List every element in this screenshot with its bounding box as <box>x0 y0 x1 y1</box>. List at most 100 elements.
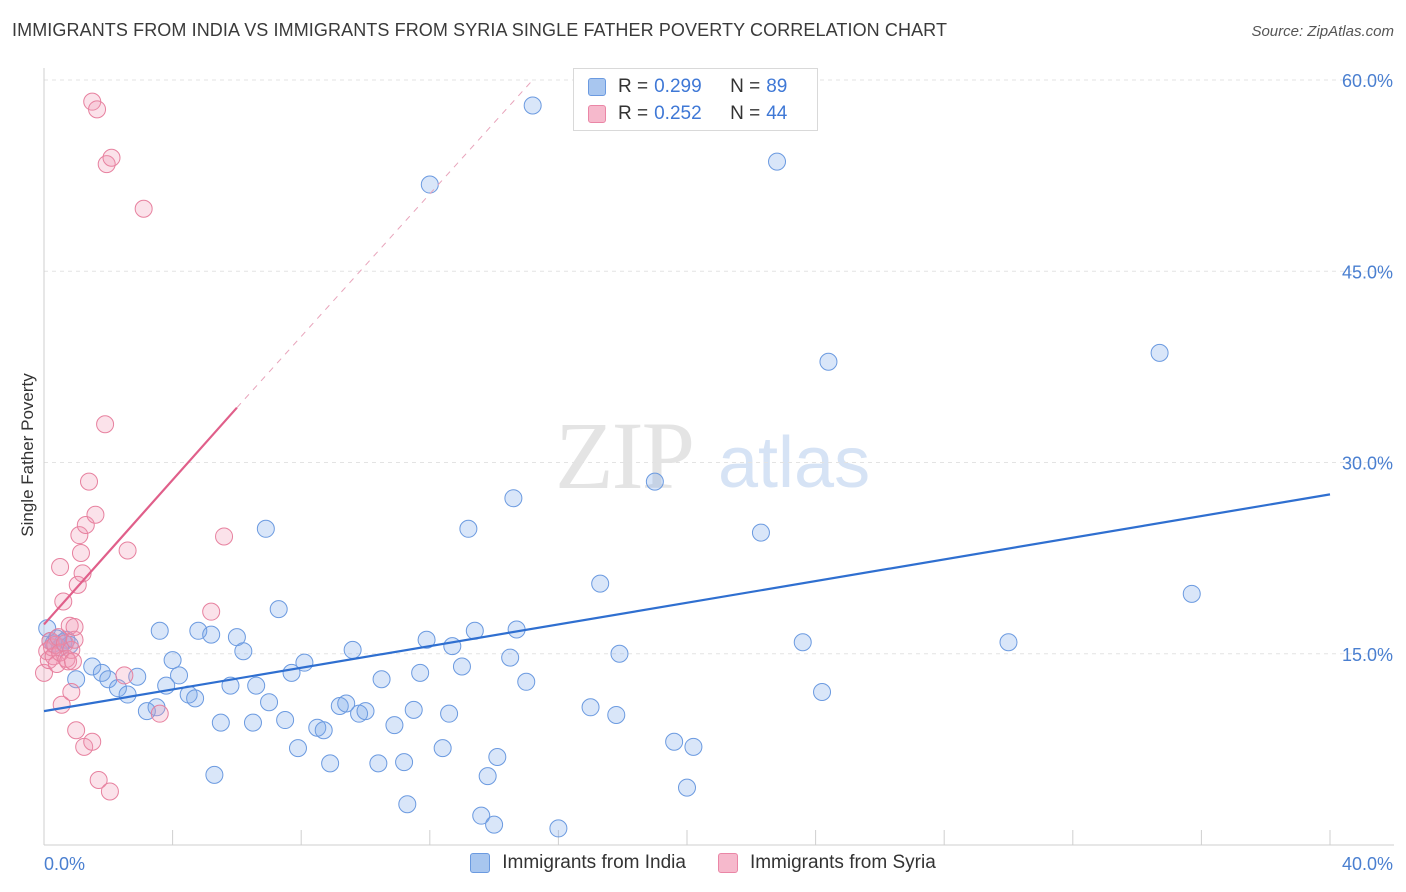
india-point <box>337 694 356 713</box>
syria-point <box>150 704 169 723</box>
syria-point <box>202 602 221 621</box>
india-point <box>356 702 375 721</box>
india-point <box>610 644 629 663</box>
india-point <box>819 352 838 371</box>
legend-item-syria[interactable]: Immigrants from Syria <box>717 852 936 874</box>
india-point <box>523 96 542 115</box>
india-point <box>256 519 275 538</box>
syria-point <box>83 732 102 751</box>
syria-trend-line <box>43 406 238 626</box>
y-tick-label: 30.0% <box>1342 454 1393 474</box>
india-point <box>1182 584 1201 603</box>
syria-point <box>65 630 84 649</box>
india-point <box>395 753 414 772</box>
india-point <box>813 683 832 701</box>
india-point <box>385 716 404 735</box>
legend-n-label: N = <box>730 103 761 124</box>
india-point <box>485 815 504 834</box>
india-point <box>452 657 471 676</box>
syria-point <box>63 652 82 671</box>
india-point <box>260 693 279 712</box>
syria-point <box>80 472 99 491</box>
correlation-legend: R = 0.299 N = 89 R = 0.252 N = 44 <box>573 68 818 131</box>
syria-point <box>65 617 84 636</box>
india-point <box>372 670 391 689</box>
x-tick-label: 0.0% <box>44 854 85 874</box>
syria-point <box>102 148 121 167</box>
india-point <box>92 663 111 682</box>
legend-item-india[interactable]: Immigrants from India <box>470 852 686 874</box>
india-point <box>411 663 430 682</box>
legend-label-india: Immigrants from India <box>502 852 686 873</box>
india-point <box>645 472 664 491</box>
india-point <box>170 666 189 685</box>
syria-point <box>96 415 115 434</box>
syria-point <box>97 155 116 174</box>
india-point <box>234 642 253 661</box>
india-point <box>269 600 288 619</box>
india-point <box>118 685 137 704</box>
syria-point <box>70 526 89 545</box>
syria-point <box>100 782 119 801</box>
syria-point <box>86 505 105 524</box>
syria-point <box>51 558 70 577</box>
syria-point <box>49 628 68 647</box>
india-point <box>163 651 182 670</box>
legend-swatch-india <box>588 78 606 96</box>
legend-row-syria: R = 0.252 N = 44 <box>588 102 787 126</box>
syria-point <box>55 634 74 653</box>
india-point <box>678 778 696 797</box>
india-point <box>417 630 436 649</box>
legend-swatch-india <box>470 853 491 873</box>
india-point <box>205 765 224 784</box>
india-point <box>288 739 307 758</box>
india-point <box>128 667 147 686</box>
india-point <box>433 739 452 758</box>
india-point <box>202 625 221 644</box>
india-point <box>459 519 478 538</box>
syria-point <box>118 541 137 560</box>
india-point <box>243 713 262 732</box>
india-point <box>150 621 169 640</box>
x-tick-label: 40.0% <box>1342 854 1393 874</box>
india-point <box>420 175 439 194</box>
legend-row-india: R = 0.299 N = 89 <box>588 75 787 99</box>
india-point <box>247 676 266 695</box>
india-point <box>488 748 507 767</box>
india-point <box>343 640 362 659</box>
india-point <box>581 698 600 717</box>
syria-point <box>134 199 153 218</box>
india-point <box>478 767 497 786</box>
india-point <box>404 700 423 719</box>
y-tick-label: 60.0% <box>1342 71 1393 91</box>
india-point <box>517 672 536 691</box>
india-point <box>314 721 333 740</box>
watermark-zip: ZIP <box>555 402 695 509</box>
syria-point <box>47 654 66 673</box>
legend-r-value: 0.299 <box>654 76 702 97</box>
syria-point <box>62 640 81 659</box>
syria-point <box>59 652 78 671</box>
syria-point <box>115 666 134 685</box>
syria-point <box>215 527 234 546</box>
chart-title: IMMIGRANTS FROM INDIA VS IMMIGRANTS FROM… <box>12 20 948 40</box>
india-point <box>321 754 340 773</box>
series-legend: Immigrants from India Immigrants from Sy… <box>0 852 1406 874</box>
syria-point <box>62 683 81 701</box>
india-point <box>504 489 523 508</box>
india-point <box>472 806 491 825</box>
india-point <box>443 637 462 656</box>
syria-point <box>89 770 108 789</box>
syria-point <box>67 721 86 740</box>
y-tick-label: 45.0% <box>1342 262 1393 282</box>
india-point <box>793 633 812 652</box>
india-point <box>83 657 102 676</box>
india-point <box>607 705 626 724</box>
syria-trend-extension <box>236 79 534 409</box>
legend-swatch-syria <box>717 853 738 873</box>
india-point <box>1150 343 1169 362</box>
india-point <box>501 648 520 667</box>
legend-n-label: N = <box>730 76 761 97</box>
india-point <box>549 819 568 838</box>
